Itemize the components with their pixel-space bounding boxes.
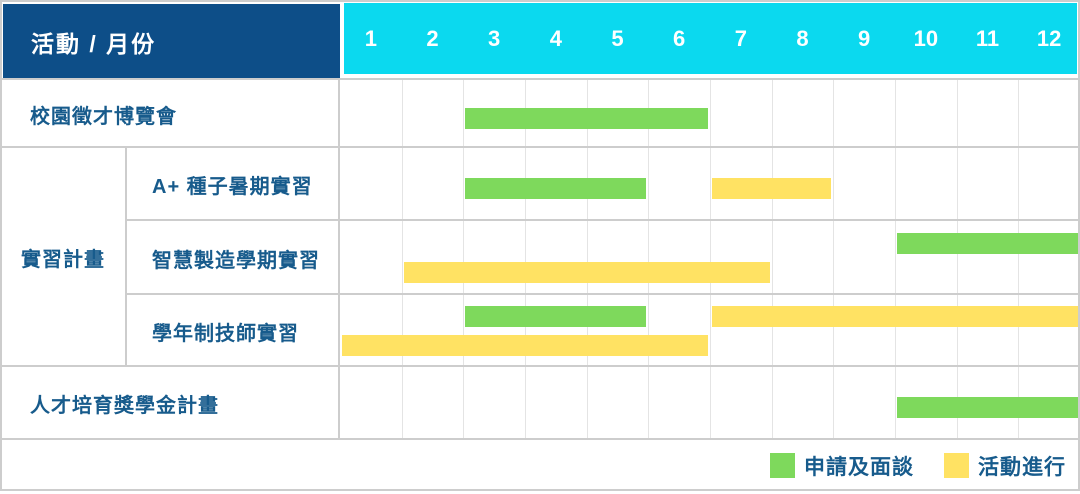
month-label: 12 [1036,25,1062,51]
gantt-bar-yellow [712,178,832,199]
gantt-bar-yellow [342,335,708,356]
month-label: 7 [734,25,747,51]
grid-line [401,80,403,440]
group-label: 實習計畫 [21,249,105,271]
row-label-cell: A+ 種子暑期實習 [126,148,340,221]
grid-line [0,0,2,491]
months-header [344,3,1077,74]
month-label: 4 [549,25,562,51]
row-label-cell: 校園徵才博覽會 [0,80,340,148]
row-label-cell: 人才培育獎學金計畫 [0,367,340,440]
grid-line [586,80,588,440]
grid-line [0,146,1080,148]
gantt-bar-green [897,397,1078,418]
gantt-bar-green [465,178,647,199]
legend: 申請及面談 活動進行 [0,440,1080,491]
gantt-bar-green [465,306,647,327]
gantt-bar-yellow [712,306,1078,327]
row-label: 學年制技師實習 [152,322,299,345]
month-label: 6 [673,25,686,51]
grid-line [0,438,1080,440]
legend-label: 活動進行 [978,455,1066,479]
legend-swatch-green [770,453,795,478]
gantt-bar-green [897,233,1078,254]
month-label: 3 [488,25,501,51]
legend-swatch-yellow [944,453,969,478]
row-label-cell: 學年制技師實習 [126,295,340,367]
grid-line [0,0,1080,2]
row-label-cell: 智慧製造學期實習 [126,221,340,295]
grid-line [338,78,340,440]
gantt-bar-yellow [403,262,770,283]
month-label: 11 [975,25,1000,51]
grid-line [1018,80,1020,440]
grid-line [771,80,773,440]
row-label: 校園徵才博覽會 [30,105,177,128]
grid-line [125,219,1080,221]
grid-line [895,80,896,440]
grid-line [0,78,1080,80]
legend-label: 申請及面談 [804,455,914,479]
row-label: 智慧製造學期實習 [152,249,320,272]
legend-item-green: 申請及面談 [770,451,914,481]
legend-item-yellow: 活動進行 [944,451,1066,481]
row-label: 人才培育獎學金計畫 [30,395,219,417]
grid-line [463,80,465,440]
row-label: A+ 種子暑期實習 [152,176,313,198]
month-label: 1 [364,25,377,51]
grid-line [710,80,711,440]
grid-line [833,80,835,440]
corner-header: 活動 / 月份 [3,4,340,79]
group-label-cell: 實習計畫 [0,148,126,367]
month-label: 10 [913,25,939,51]
month-label: 9 [858,25,871,51]
grid-line [648,80,650,440]
gantt-bar-green [465,107,708,129]
grid-line [525,80,526,440]
grid-line [1078,0,1080,491]
corner-header-label: 活動 / 月份 [31,30,157,57]
grid-line [0,489,1080,491]
month-label: 5 [611,25,624,51]
month-label: 8 [796,25,809,51]
grid-line [956,80,958,440]
grid-line [125,146,127,367]
grid-line [0,365,1080,367]
grid-line [125,293,1080,295]
month-label: 2 [426,25,439,51]
